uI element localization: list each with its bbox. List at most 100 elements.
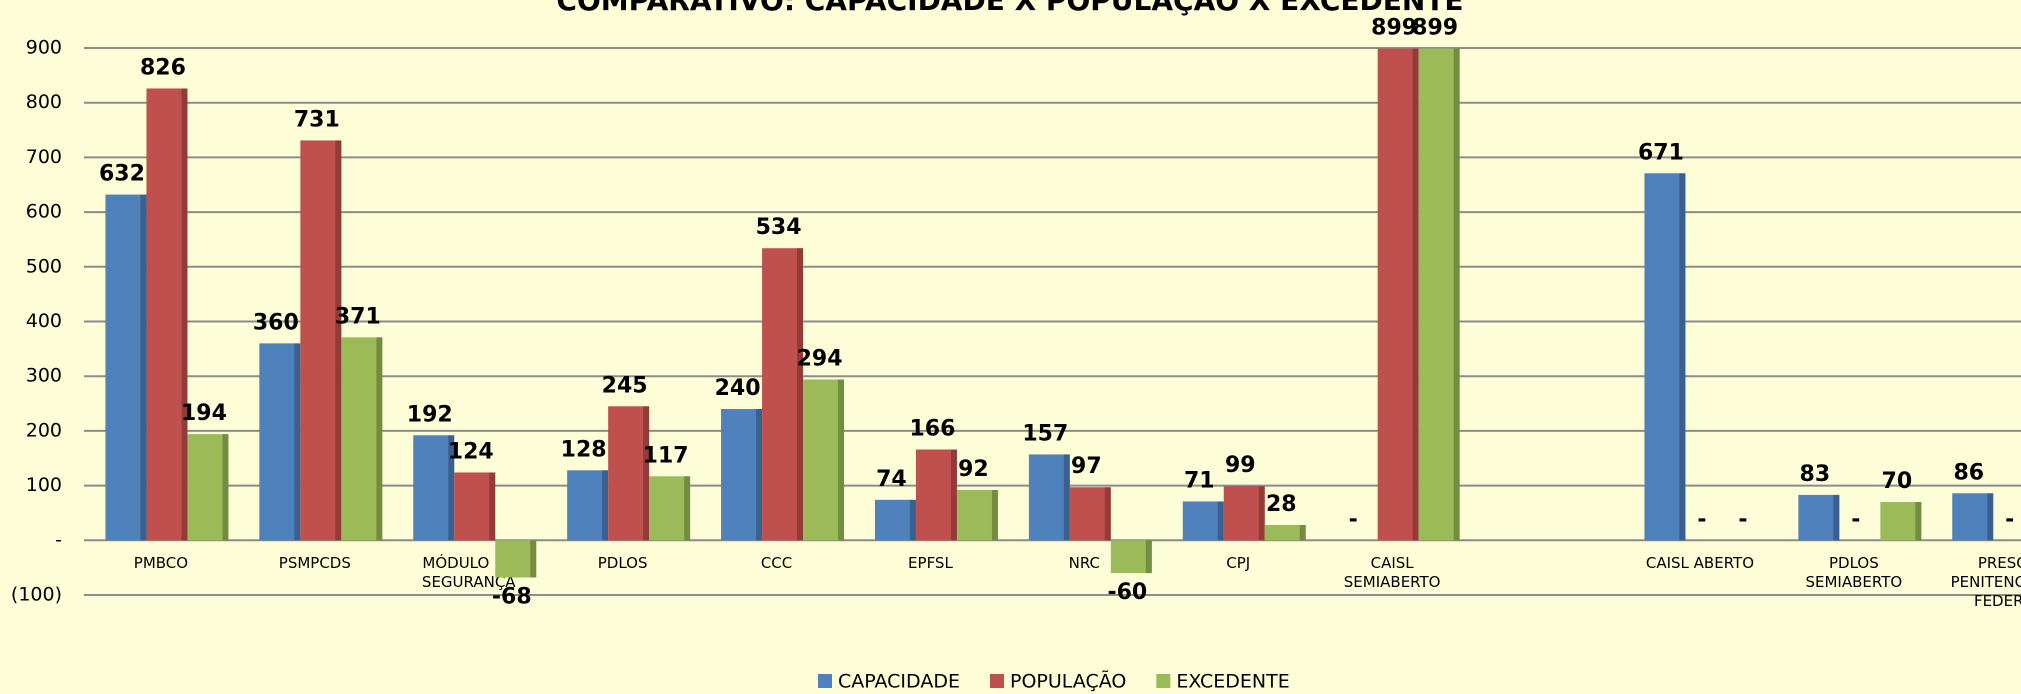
bar (1264, 524, 1306, 541)
x-tick-label-box: PSMPCDS (278, 554, 351, 572)
x-tick-label-box: PMBCO (133, 554, 189, 572)
bar-side (1833, 494, 1840, 541)
y-tick-label: 900 (26, 37, 62, 59)
x-tick-label: PMBCO (133, 554, 189, 572)
x-tick-label: MÓDULO DE SEGURANÇA (421, 554, 516, 591)
data-label: 899 (1412, 16, 1458, 41)
data-label: 899 (1371, 16, 1417, 41)
data-label: 245 (602, 373, 648, 398)
data-label: 117 (643, 443, 689, 468)
data-label: 83 (1800, 462, 1831, 487)
x-tick-label: CAISL ABERTO (1645, 554, 1754, 572)
x-tick-label-box: MÓDULO DE SEGURANÇA (421, 554, 516, 591)
data-label: -68 (492, 584, 532, 609)
y-tick-label: 800 (26, 91, 62, 113)
x-tick-label: PRESOS PENITENCIÁRIA FEDERAL (1950, 554, 2021, 610)
x-tick-label: PDLOS (597, 554, 648, 572)
data-label: - (2005, 507, 2014, 532)
bar-side (1679, 173, 1686, 541)
bar (1377, 48, 1419, 541)
bar (300, 140, 342, 541)
x-tick-label-box: NRC (1069, 554, 1100, 572)
bar-side (489, 472, 496, 541)
x-tick-label: CCC (760, 554, 793, 572)
data-label: 86 (1953, 460, 1984, 485)
bar (1644, 173, 1686, 541)
legend-label: POPULAÇÃO (1010, 670, 1126, 693)
x-tick-label: CPJ (1226, 554, 1251, 572)
data-label: 192 (407, 402, 453, 427)
bar-side (602, 470, 609, 541)
bar (1880, 502, 1922, 541)
data-label: 731 (294, 107, 340, 132)
bar (454, 472, 496, 541)
bar-side (643, 406, 650, 541)
bar (1418, 48, 1460, 541)
data-label: 360 (253, 310, 299, 335)
x-tick-label-box: PRESOS PENITENCIÁRIA FEDERAL (1950, 554, 2021, 610)
data-label: 70 (1882, 469, 1913, 494)
bar-side (1299, 524, 1306, 541)
data-label: - (1697, 507, 1706, 532)
data-label: - (1738, 507, 1747, 532)
data-label: 97 (1071, 454, 1102, 479)
data-label: 28 (1266, 492, 1297, 517)
data-label: -60 (1107, 580, 1147, 605)
bar-side (1915, 502, 1922, 541)
y-tick-label: - (55, 529, 62, 551)
bar (567, 470, 609, 541)
bar-side (1987, 493, 1994, 541)
bar-side (294, 343, 301, 541)
bar (105, 194, 147, 541)
bar-side (376, 337, 383, 541)
bar-side (797, 248, 804, 541)
x-tick-label-box: PDLOS (597, 554, 648, 572)
x-tick-label: EPFSL (908, 554, 953, 572)
bar-side (335, 140, 342, 541)
bar (1798, 494, 1840, 541)
legend-swatch (818, 674, 832, 688)
bar (146, 88, 188, 541)
bar-side (1217, 501, 1224, 541)
bar-side (448, 435, 455, 541)
data-label: 194 (181, 401, 227, 426)
bar-side (950, 449, 957, 541)
data-label: 632 (99, 162, 145, 187)
bar-side (222, 434, 229, 541)
bar-side (909, 499, 916, 541)
y-tick-label: 700 (26, 146, 62, 168)
bar (1182, 501, 1224, 541)
data-label: 671 (1638, 140, 1684, 165)
x-tick-label-box: CAISL ABERTO (1645, 554, 1754, 572)
bar-side (1412, 48, 1419, 541)
bar-side (684, 476, 691, 541)
y-tick-label: (100) (11, 584, 62, 606)
x-tick-label: PDLOS SEMIABERTO (1805, 554, 1903, 591)
data-label: 166 (909, 416, 955, 441)
legend-label: EXCEDENTE (1176, 671, 1289, 693)
bar-side (838, 379, 845, 541)
bar-side (140, 194, 147, 541)
y-tick-label: 600 (26, 201, 62, 223)
x-tick-label-box: CAISL SEMIABERTO (1344, 554, 1441, 591)
data-label: - (1349, 507, 1358, 532)
bar-side (991, 489, 998, 541)
data-label: 128 (561, 437, 607, 462)
y-tick-label: 200 (26, 419, 62, 441)
bar (915, 449, 957, 541)
bar-side (181, 88, 188, 541)
x-tick-label-box: CCC (760, 554, 793, 572)
bar (762, 248, 804, 541)
legend-swatch (989, 674, 1004, 688)
bar (495, 540, 537, 578)
bar-side (1453, 48, 1460, 541)
data-label: 99 (1225, 453, 1256, 478)
bar (1069, 487, 1111, 541)
bar (608, 406, 650, 541)
bar (649, 476, 691, 541)
x-tick-label: PSMPCDS (278, 554, 351, 572)
data-label: 74 (876, 467, 907, 492)
data-label: 240 (715, 376, 761, 401)
bar-side (1063, 454, 1070, 541)
x-tick-label-box: PDLOS SEMIABERTO (1805, 554, 1903, 591)
